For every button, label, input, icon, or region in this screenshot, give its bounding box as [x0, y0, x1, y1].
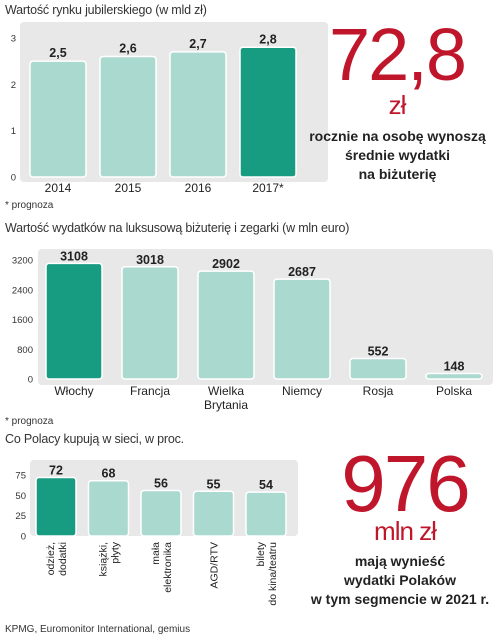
value-label: 552	[368, 344, 389, 358]
value-label: 55	[207, 477, 221, 491]
y-tick-label: 25	[15, 511, 26, 522]
category-label: odzież,	[45, 542, 57, 575]
category-label: dodatki	[57, 542, 69, 576]
callout-bottom-line: w tym segmencie w 2021 r.	[310, 591, 490, 607]
category-label: Włochy	[54, 384, 93, 398]
category-label: 2016	[185, 181, 212, 195]
callout-top-caption: rocznie na osobę wynoszą średnie wydatki…	[300, 127, 495, 184]
y-tick-label: 0	[21, 532, 26, 543]
middle-chart-title: Wartość wydatków na luksusową biżuterię …	[5, 221, 350, 235]
category-label: Wielka	[208, 384, 244, 398]
callout-top-unit: zł	[388, 90, 407, 120]
callout-bottom-caption: mają wynieść wydatki Polaków w tym segme…	[300, 552, 498, 609]
value-label: 2,8	[259, 32, 276, 46]
top-chart-title: Wartość rynku jubilerskiego (w mld zł)	[5, 3, 207, 17]
bar	[140, 489, 182, 537]
category-label: mała	[150, 542, 162, 565]
value-label: 2,7	[189, 37, 206, 51]
value-label: 2,5	[49, 46, 66, 60]
y-tick-label: 1600	[12, 315, 33, 326]
callout-top-line: średnie wydatki	[344, 147, 451, 163]
category-label: książki,	[98, 542, 110, 576]
y-tick-label: 2400	[12, 285, 33, 296]
bar	[121, 266, 179, 380]
callout-bottom-number: 976	[341, 439, 470, 528]
value-label: 2687	[288, 265, 316, 279]
y-tick-label: 75	[15, 471, 26, 482]
bar	[99, 55, 157, 178]
bar	[349, 357, 407, 380]
category-label: Rosja	[363, 384, 394, 398]
luxury-spending-chart: 0 800 1600 2400 3200 3108 Włochy 3018 Francja 290…	[12, 249, 493, 412]
chart-panel	[38, 249, 493, 385]
bar	[169, 51, 227, 178]
category-label: Francja	[130, 384, 170, 398]
y-tick-label: 50	[15, 491, 26, 502]
value-label: 2,6	[119, 42, 136, 56]
category-label: bilety	[255, 541, 267, 566]
bar	[192, 490, 235, 537]
online-shopping-chart: 0 25 50 75 72 odzież, dodatki 68 książki, płyty 56…	[15, 460, 298, 606]
value-label: 54	[259, 478, 273, 492]
category-label: 2015	[115, 181, 142, 195]
callout-bottom-line: wydatki Polaków	[343, 572, 457, 588]
callout-bottom-line: mają wynieść	[354, 553, 446, 569]
middle-chart-footnote: * prognoza	[5, 416, 54, 427]
bottom-chart-title: Co Polacy kupują w sieci, w proc.	[5, 432, 184, 446]
category-label: Niemcy	[282, 384, 322, 398]
bar	[239, 46, 297, 178]
bar	[29, 60, 87, 178]
callout-top-line: rocznie na osobę wynoszą	[309, 128, 486, 144]
category-label: AGD/RTV	[209, 542, 221, 588]
category-label: płyty	[110, 541, 122, 563]
category-label: 2017*	[252, 181, 284, 195]
bar	[245, 491, 287, 537]
y-tick-label: 3200	[12, 256, 33, 267]
y-tick-label: 3	[11, 34, 16, 45]
category-label: 2014	[45, 181, 72, 195]
y-tick-label: 800	[17, 345, 33, 356]
jewelry-market-chart: 0 1 2 3 2,5 2014 2,6 2015 2,7 2016 2,8 2017*	[11, 22, 328, 195]
bar	[45, 262, 103, 380]
category-label: Polska	[436, 384, 472, 398]
y-tick-label: 0	[11, 173, 16, 184]
value-label: 68	[102, 467, 116, 481]
bar	[273, 278, 331, 380]
value-label: 3108	[60, 249, 88, 263]
y-tick-label: 0	[28, 375, 33, 386]
category-label: do kina/teatru	[267, 542, 279, 606]
value-label: 72	[49, 463, 63, 477]
bar	[197, 270, 255, 380]
y-tick-label: 2	[11, 80, 16, 91]
y-tick-label: 1	[11, 126, 16, 137]
value-label: 3018	[136, 253, 164, 267]
value-label: 148	[444, 359, 465, 373]
callout-top-number: 72,8	[328, 13, 467, 96]
category-label: elektronika	[162, 542, 174, 593]
callout-top-line: na biżuterię	[358, 166, 437, 182]
value-label: 56	[154, 476, 168, 490]
bar	[35, 476, 77, 537]
value-label: 2902	[212, 257, 240, 271]
top-chart-footnote: * prognoza	[5, 200, 54, 211]
callout-bottom-unit: mln zł	[374, 516, 437, 546]
bar	[425, 372, 483, 380]
source-note: KPMG, Euromonitor International, gemius	[5, 624, 191, 635]
category-label: Brytania	[204, 398, 248, 412]
bar	[87, 479, 130, 537]
